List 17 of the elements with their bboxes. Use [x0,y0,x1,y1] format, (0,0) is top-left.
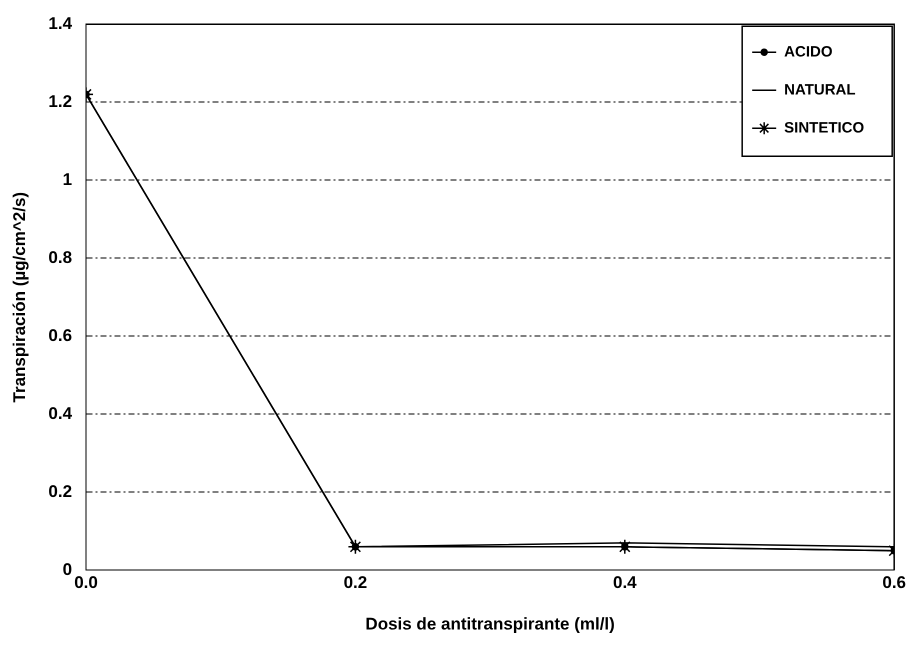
y-tick-label: 0.2 [48,482,72,501]
legend-label: SINTETICO [784,119,865,136]
y-tick-label: 0.8 [48,248,72,267]
x-axis-title: Dosis de antitranspirante (ml/l) [365,614,615,634]
y-axis-title: Transpiración (µg/cm^2/s) [10,192,29,402]
x-tick-label: 0.4 [612,573,638,592]
y-tick-label: 1 [62,170,72,189]
y-tick-label: 0.6 [48,326,72,345]
legend-label: NATURAL [784,81,856,98]
legend-label: ACIDO [784,43,833,60]
y-tick-label: 1.2 [48,92,72,111]
y-tick-label: 0.4 [48,404,73,423]
y-tick-label: 0 [62,560,72,579]
x-tick-label: 0.6 [882,573,906,592]
x-tick-label: 0.0 [74,573,98,592]
y-tick-label: 1.4 [48,14,73,33]
x-tick-label: 0.2 [344,573,368,592]
